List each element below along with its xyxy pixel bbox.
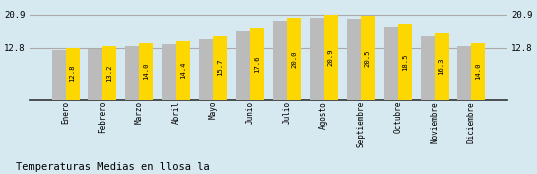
Bar [213, 36, 227, 100]
Bar [103, 46, 117, 100]
Text: 12.8: 12.8 [70, 65, 76, 82]
Bar [199, 39, 213, 100]
Bar [287, 18, 301, 100]
Text: 15.7: 15.7 [217, 59, 223, 76]
Bar [361, 16, 375, 100]
Text: 17.6: 17.6 [254, 55, 260, 73]
Bar [347, 19, 361, 100]
Text: 14.0: 14.0 [143, 62, 149, 80]
Bar [250, 28, 264, 100]
Bar [125, 46, 139, 100]
Bar [434, 33, 448, 100]
Bar [273, 21, 287, 100]
Text: 14.0: 14.0 [475, 62, 482, 80]
Text: 16.3: 16.3 [439, 58, 445, 75]
Bar [310, 18, 324, 100]
Text: 13.2: 13.2 [106, 64, 112, 82]
Bar [176, 41, 190, 100]
Bar [52, 50, 66, 100]
Bar [139, 43, 154, 100]
Bar [324, 15, 338, 100]
Bar [383, 27, 398, 100]
Bar [89, 49, 103, 100]
Bar [236, 31, 250, 100]
Text: 20.0: 20.0 [291, 50, 297, 68]
Bar [458, 46, 471, 100]
Bar [66, 48, 79, 100]
Bar [162, 44, 176, 100]
Text: 18.5: 18.5 [402, 53, 408, 71]
Bar [471, 43, 485, 100]
Text: 20.9: 20.9 [328, 48, 334, 66]
Text: Temperaturas Medias en llosa la: Temperaturas Medias en llosa la [16, 162, 210, 172]
Text: 20.5: 20.5 [365, 49, 371, 67]
Bar [420, 36, 434, 100]
Text: 14.4: 14.4 [180, 62, 186, 79]
Bar [398, 25, 412, 100]
